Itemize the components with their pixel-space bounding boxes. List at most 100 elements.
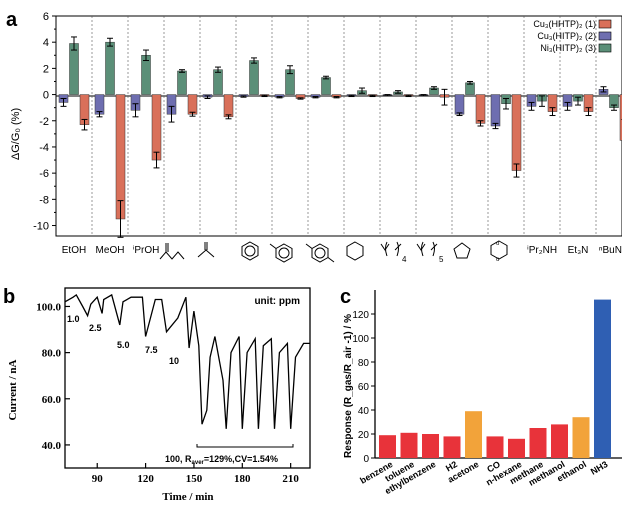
panel-c-bar (465, 411, 482, 458)
panel-a-bar (223, 94, 234, 118)
panel-c-bar (443, 436, 461, 458)
panel-a-bar (249, 60, 259, 95)
panel-a-bar (321, 77, 331, 95)
conc-label-5: 10 (169, 356, 179, 366)
panel-b-letter: b (3, 286, 15, 308)
cycle-bracket (196, 444, 294, 448)
panel-a-category-label: ⁿBuNH (599, 245, 622, 256)
panel-c-bar (572, 417, 590, 458)
panel-c-bar (400, 432, 418, 458)
panel-a-bar (187, 94, 198, 115)
panel-a-category-label: EtOH (62, 245, 86, 256)
toluene-structure-icon (269, 243, 293, 263)
panel-b-y-tick-label: 40.0 (42, 440, 62, 452)
panel-c-bar (508, 438, 525, 458)
panel-b-y-axis-label: Current / nA (7, 359, 19, 420)
panel-a-category-label: ⁱPr₂NH (527, 245, 557, 256)
hexane-structure-icon (380, 241, 402, 257)
panel-b-y-tick-label: 60.0 (42, 394, 62, 406)
panel-b-y-tick-label: 100.0 (36, 301, 61, 313)
panel-b-x-tick-label: 150 (186, 473, 203, 485)
panel-b-x-tick-label: 120 (137, 473, 154, 485)
legend-label-1: Cu₃(HHTP)₂ (1) (533, 19, 596, 29)
cyclohexane-structure-icon (346, 241, 364, 261)
panel-b-y-tick-label: 80.0 (42, 348, 62, 360)
panel-a-plot-frame (55, 15, 622, 237)
legend-label-2: Cu₃(HITP)₂ (2) (537, 31, 596, 41)
panel-a-y-tick-label: -6 (39, 168, 49, 180)
legend-label-3: Ni₃(HITP)₂ (3) (540, 43, 596, 53)
panel-a-bar (475, 94, 486, 124)
panel-c-bar (379, 435, 396, 458)
thf-structure-icon (453, 242, 471, 259)
legend-swatch-2 (598, 31, 612, 41)
panel-c-y-tick-label: 120 (352, 310, 369, 321)
conc-label-1: 1.0 (67, 314, 80, 324)
panel-c-bar (529, 428, 547, 458)
panel-c-bar (422, 434, 439, 458)
panel-a-category-label: Et₃N (568, 245, 589, 256)
panel-b-x-tick-label: 210 (282, 473, 299, 485)
panel-b-x-tick-label: 90 (92, 473, 104, 485)
panel-c-chart: c Response (R_gas/R_air -1) / % 0 20 40 60 8… (340, 286, 622, 496)
panel-a-y-tick-label: 6 (43, 11, 49, 23)
panel-c-y-tick-label: 0 (363, 454, 369, 465)
panel-a-bar (619, 94, 622, 141)
panel-a-y-tick-label: -10 (33, 221, 49, 233)
panel-a-y-tick-label: 4 (43, 37, 49, 49)
panel-c-y-tick-label: 60 (358, 382, 370, 393)
panel-a-y-tick-label: -2 (39, 116, 49, 128)
hexane-chain-subscript: 4 (402, 255, 407, 264)
panel-a-bar (105, 41, 115, 95)
panel-b-chart: b Current / nA Time / min unit: ppm 90 12… (3, 286, 311, 503)
panel-a-bar (511, 94, 522, 171)
panel-b-plot-frame (64, 287, 311, 469)
panel-a-bar (213, 69, 223, 95)
legend-swatch-1 (598, 19, 612, 29)
panel-c-letter: c (340, 286, 351, 308)
panel-c-y-tick-label: 100 (352, 334, 369, 345)
panel-c-y-tick-label: 20 (358, 430, 370, 441)
cycle-annotation: 100, Raver=129%,CV=1.54% (165, 454, 278, 466)
conc-label-4: 7.5 (145, 345, 158, 355)
panel-a-chart: a ΔG/G₀ (%) -10 -8 -6 -4 -2 0 2 4 6 EtOH MeOH ⁱPrO… (6, 9, 622, 264)
benzene-structure-icon (241, 241, 259, 261)
panel-b-x-axis-label: Time / min (162, 491, 213, 503)
svg-text:o: o (496, 241, 500, 247)
panel-a-category-label: MeOH (96, 245, 125, 256)
dioxane-structure-icon: o o (490, 240, 508, 263)
panel-c-y-tick-label: 80 (358, 358, 370, 369)
panel-a-bar (69, 43, 79, 95)
panel-a-y-axis-label: ΔG/G₀ (%) (10, 108, 22, 160)
current-trace-line (64, 293, 310, 429)
panel-c-bar (594, 299, 611, 458)
panel-a-y-tick-label: -4 (39, 142, 49, 154)
panel-a-legend: Cu₃(HHTP)₂ (1) Cu₃(HITP)₂ (2) Ni₃(HITP)₂… (533, 19, 612, 53)
panel-a-bar (177, 70, 187, 95)
panel-a-bar (454, 94, 465, 115)
panel-c-y-tick-label: 40 (358, 406, 370, 417)
butanone-structure-icon (159, 243, 185, 260)
panel-a-letter: a (6, 9, 18, 31)
acetone-structure-icon (197, 242, 215, 258)
panel-a-bar (151, 94, 162, 161)
conc-label-2: 2.5 (89, 323, 102, 333)
panel-a-bar (141, 55, 151, 95)
p-xylene-structure-icon (305, 243, 335, 263)
conc-label-3: 5.0 (117, 340, 130, 350)
panel-c-y-axis-label: Response (R_gas/R_air -1) / % (343, 314, 354, 458)
panel-b-x-tick-label: 180 (234, 473, 251, 485)
panel-a-y-tick-label: 2 (43, 63, 49, 75)
panel-b-unit-label: unit: ppm (254, 296, 300, 307)
panel-c-bar (551, 424, 568, 458)
svg-text:o: o (496, 257, 500, 263)
panel-c-bar (486, 436, 504, 458)
panel-a-y-tick-label: 0 (43, 90, 49, 102)
legend-swatch-3 (598, 43, 612, 53)
panel-a-category-label: ⁱPrOH (133, 245, 160, 256)
panel-c-category-label: NH3 (589, 459, 610, 477)
panel-a-bar (490, 94, 501, 127)
heptane-structure-icon (416, 241, 438, 257)
panel-a-y-tick-label: -8 (39, 194, 49, 206)
